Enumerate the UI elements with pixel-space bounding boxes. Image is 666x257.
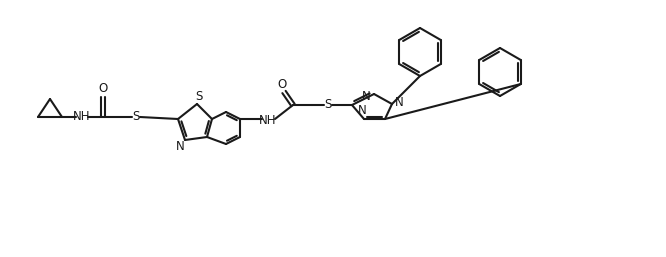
Text: N: N — [176, 141, 184, 153]
Text: NH: NH — [259, 115, 277, 127]
Text: S: S — [195, 89, 202, 103]
Text: O: O — [99, 82, 108, 96]
Text: S: S — [324, 98, 332, 112]
Text: N: N — [362, 89, 370, 103]
Text: O: O — [277, 78, 286, 90]
Text: N: N — [395, 96, 404, 108]
Text: NH: NH — [73, 111, 91, 124]
Text: N: N — [358, 105, 366, 117]
Text: S: S — [133, 111, 140, 124]
